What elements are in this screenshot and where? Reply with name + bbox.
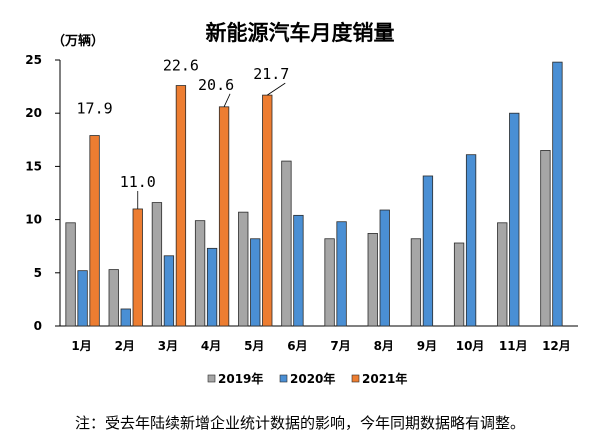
bar-2020年-2月 xyxy=(120,308,131,327)
bar-2020年-4月 xyxy=(206,247,218,327)
bar-2019年-5月 xyxy=(238,211,249,327)
y-tick-label: 10 xyxy=(25,213,42,227)
x-tick-label: 7月 xyxy=(330,339,350,353)
bar-2020年-3月 xyxy=(163,255,175,327)
data-label-2021: 17.9 xyxy=(77,100,113,118)
x-tick-label: 11月 xyxy=(499,339,528,353)
bar-2020年-1月 xyxy=(77,270,88,327)
footnote: 注：受去年陆续新增企业统计数据的影响，今年同期数据略有调整。 xyxy=(75,414,525,432)
y-tick-label: 5 xyxy=(34,266,42,280)
legend-label: 2020年 xyxy=(290,371,335,386)
y-tick-label: 15 xyxy=(25,159,42,173)
bar-2020年-9月 xyxy=(422,175,434,327)
x-tick-label: 10月 xyxy=(456,339,485,353)
x-tick-label: 1月 xyxy=(71,339,91,353)
bar-2019年-9月 xyxy=(410,238,422,327)
legend-swatch xyxy=(351,374,360,383)
x-tick-label: 6月 xyxy=(287,339,307,353)
bar-2019年-3月 xyxy=(151,202,163,327)
bar-2019年-11月 xyxy=(497,222,508,327)
data-label-leader-line xyxy=(223,93,231,107)
legend-label: 2021年 xyxy=(362,371,407,386)
bar-2019年-10月 xyxy=(453,242,465,327)
bar-2019年-4月 xyxy=(194,220,206,327)
bar-2019年-12月 xyxy=(540,150,551,327)
bar-2020年-11月 xyxy=(509,112,520,327)
legend-swatch xyxy=(207,374,216,383)
bar-2020年-5月 xyxy=(250,238,261,327)
x-tick-label: 4月 xyxy=(201,339,221,353)
bar-2021年-5月 xyxy=(262,94,273,327)
bar-2020年-6月 xyxy=(293,214,304,327)
legend-label: 2019年 xyxy=(218,371,263,386)
legend: 2019年 2020年 2021年 xyxy=(207,371,407,386)
bar-2020年-7月 xyxy=(336,221,347,327)
x-tick-label: 8月 xyxy=(374,339,394,353)
bar-2021年-4月 xyxy=(218,106,230,327)
bar-2020年-10月 xyxy=(465,154,477,327)
data-label-2021: 22.6 xyxy=(163,57,199,75)
bar-2021年-2月 xyxy=(132,208,143,327)
y-tick-label: 20 xyxy=(25,106,42,120)
x-tick-label: 9月 xyxy=(417,339,437,353)
x-tick-label: 3月 xyxy=(158,339,178,353)
bar-2020年-8月 xyxy=(379,209,390,327)
plot-area: 0 5 10 15 20 25 1月 2月 3月 4月 5月 6月 7月 8月 9月 10月 11月 12月 17.… xyxy=(25,53,578,353)
data-label-leader-line xyxy=(267,82,286,96)
y-tick-label: 25 xyxy=(25,53,42,67)
data-label-2021: 11.0 xyxy=(120,173,156,191)
x-tick-label: 12月 xyxy=(542,339,571,353)
bar-2019年-2月 xyxy=(108,269,119,327)
bar-2019年-7月 xyxy=(324,238,335,327)
bar-2020年-12月 xyxy=(552,61,563,327)
data-label-2021: 21.7 xyxy=(253,65,289,83)
bar-2019年-8月 xyxy=(367,233,378,327)
y-axis-unit-label: （万辆） xyxy=(52,33,104,49)
data-label-2021: 20.6 xyxy=(198,76,234,94)
y-tick-label: 0 xyxy=(34,319,42,333)
x-tick-label: 2月 xyxy=(115,339,135,353)
bar-2021年-1月 xyxy=(89,135,100,327)
chart-title: 新能源汽车月度销量 xyxy=(206,21,395,45)
bar-2019年-1月 xyxy=(65,222,76,327)
bar-2019年-6月 xyxy=(281,160,292,327)
x-tick-label: 5月 xyxy=(244,339,264,353)
legend-swatch xyxy=(279,374,288,383)
bar-2021年-3月 xyxy=(175,85,187,327)
